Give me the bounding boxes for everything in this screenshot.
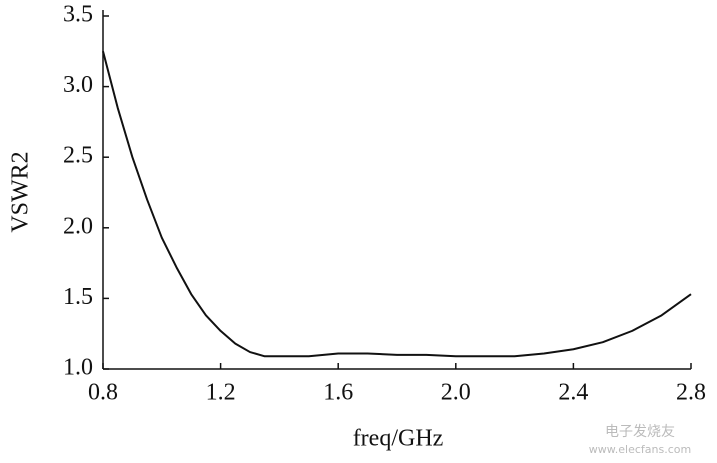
y-tick-label: 2.5 <box>63 143 93 169</box>
y-tick-label: 1.0 <box>63 355 93 381</box>
watermark-url: www.elecfans.com <box>589 443 691 456</box>
y-tick-label: 1.5 <box>63 284 93 310</box>
x-tick-label: 2.0 <box>441 380 471 406</box>
y-axis-label: VSWR2 <box>8 151 34 232</box>
y-tick-label: 3.0 <box>63 72 93 98</box>
watermark: 电子发烧友 <box>605 424 675 440</box>
line <box>102 51 692 358</box>
x-tick-label: 1.6 <box>323 380 353 406</box>
x-tick-label: 0.8 <box>88 380 118 406</box>
x-tick-label: 1.2 <box>206 380 236 406</box>
x-tick-label: 2.8 <box>676 380 706 406</box>
y-tick-label: 3.5 <box>63 2 93 28</box>
y-tick-label: 2.0 <box>63 213 93 239</box>
x-tick-label: 2.4 <box>558 380 588 406</box>
x-axis-label: freq/GHz <box>353 426 444 452</box>
